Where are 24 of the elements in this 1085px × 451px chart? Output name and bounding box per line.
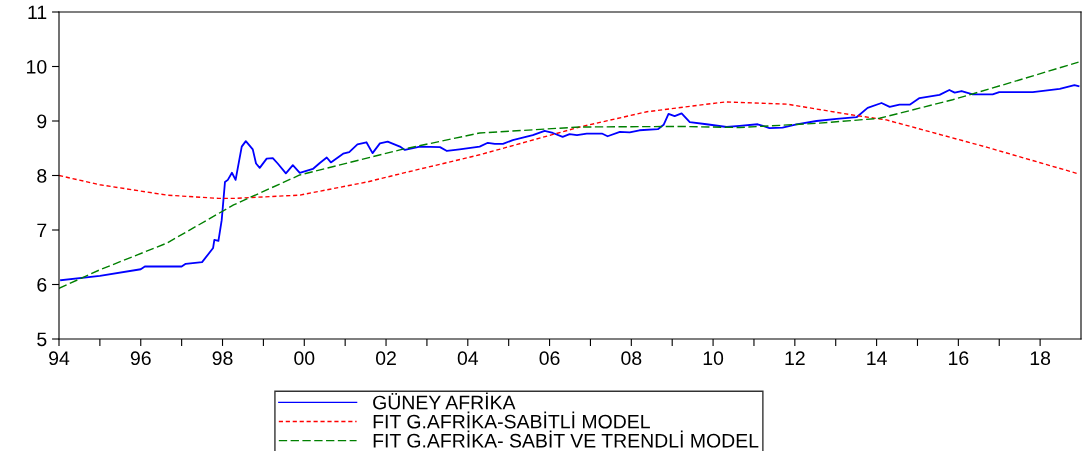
line-series: [59, 101, 1080, 200]
x-tick-label: 16: [949, 351, 969, 366]
x-tick-label: 00: [294, 351, 315, 366]
x-tick-label: 18: [1030, 351, 1051, 366]
y-tick-label: 6: [37, 277, 47, 292]
x-tick-label: 98: [212, 351, 233, 366]
x-tick-label: 94: [49, 351, 70, 366]
x-tick-label: 10: [703, 351, 724, 366]
y-tick-label: 5: [37, 332, 47, 347]
legend-label: FIT G.AFRİKA- SABİT VE TRENDLİ MODEL: [373, 430, 759, 448]
y-tick-label: 9: [37, 114, 47, 129]
y-tick-label: 10: [27, 59, 47, 74]
y-tick-label: 11: [28, 5, 47, 20]
x-tick-label: 96: [130, 351, 151, 366]
legend-label: GÜNEY AFRİKA: [373, 392, 516, 410]
legend-label: FIT G.AFRİKA-SABİTLİ MODEL: [373, 411, 650, 429]
x-tick-label: 14: [867, 351, 887, 365]
y-tick-label: 8: [37, 168, 47, 183]
x-tick-label: 08: [621, 351, 642, 366]
y-tick-label: 7: [37, 223, 47, 238]
x-tick-label: 04: [457, 351, 479, 366]
x-tick-label: 06: [539, 351, 560, 366]
x-tick-label: 12: [785, 351, 805, 365]
x-tick-label: 02: [375, 351, 396, 366]
